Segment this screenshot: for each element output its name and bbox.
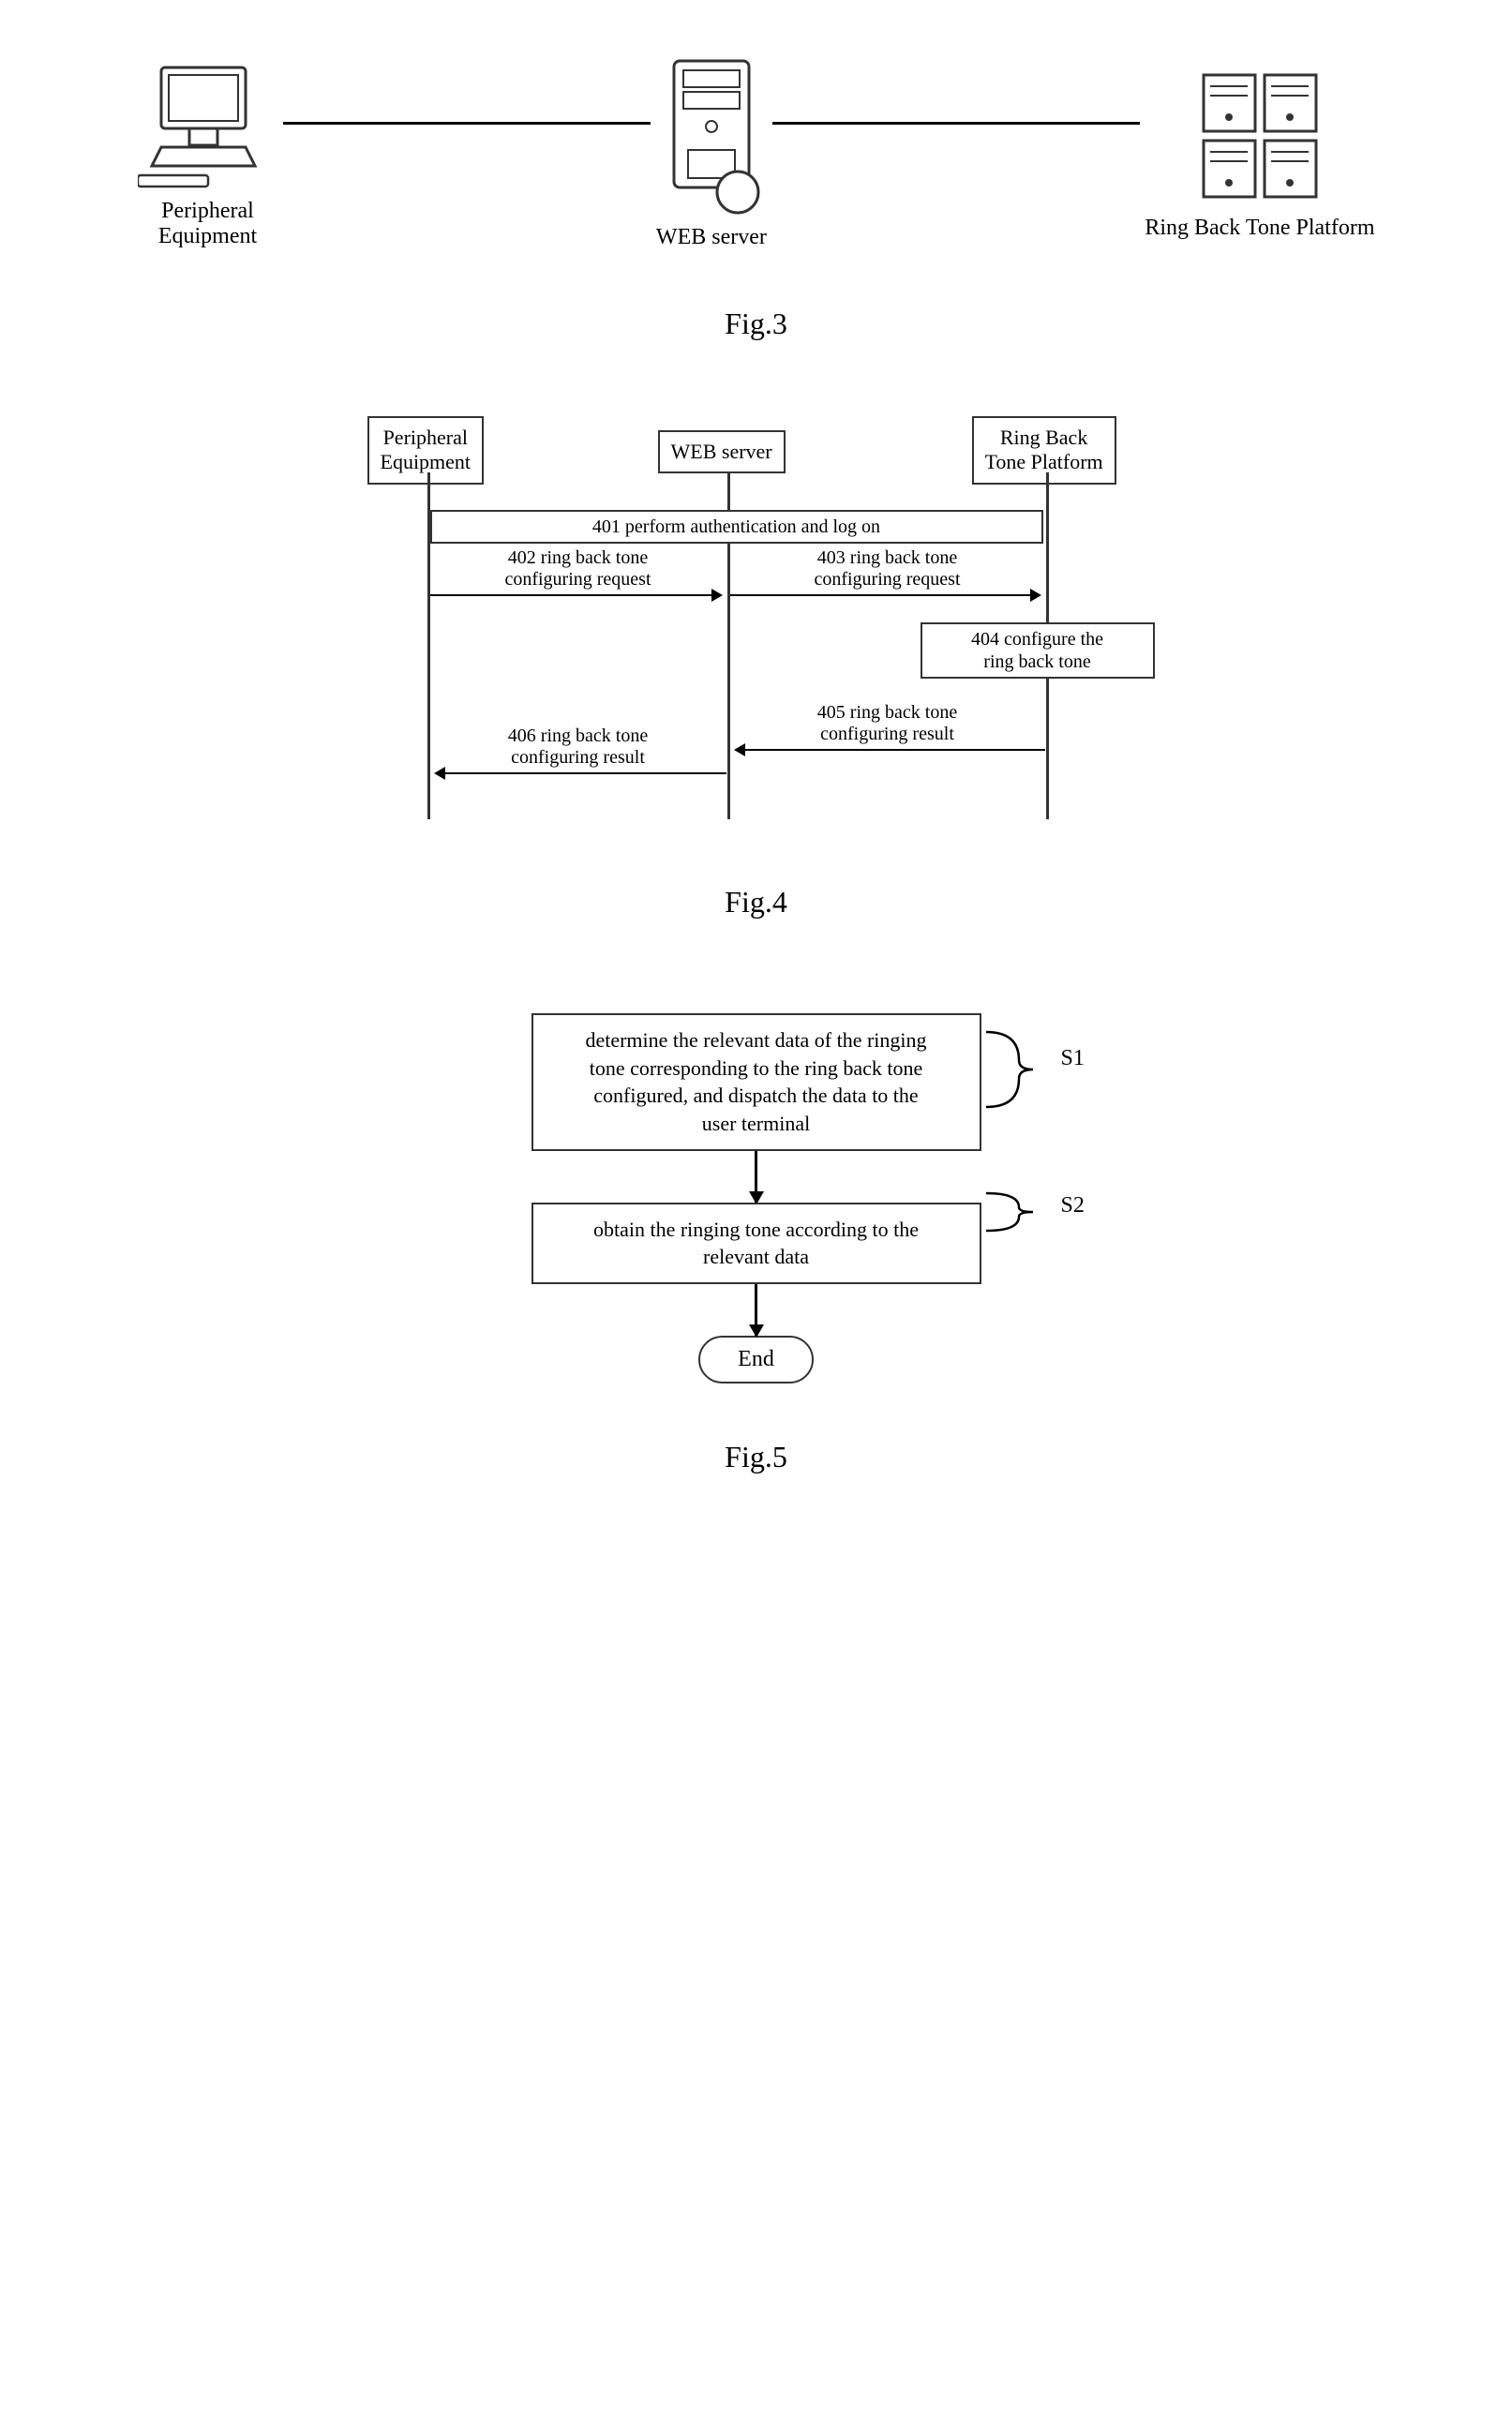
fig4-participant-pe: PeripheralEquipment	[367, 416, 485, 485]
computer-icon	[138, 58, 278, 189]
fig3-node-pc: PeripheralEquipment	[138, 58, 278, 249]
fig3-caption: Fig.3	[100, 307, 1413, 341]
fig4-diagram: PeripheralEquipment WEB server Ring Back…	[335, 416, 1178, 847]
fig3-node-rbt: Ring Back Tone Platform	[1145, 66, 1374, 241]
fig3-container: PeripheralEquipment WEB server	[100, 37, 1413, 341]
fig5-terminal-end: End	[698, 1336, 814, 1384]
fig4-msg-406-text: 406 ring back toneconfiguring result	[438, 725, 719, 769]
fig4-msg-403-text: 403 ring back toneconfiguring request	[738, 547, 1038, 591]
fig5-step-2-row: obtain the ringing tone according to the…	[531, 1203, 981, 1284]
server-icon	[655, 56, 768, 216]
fig3-node-web: WEB server	[655, 56, 768, 250]
fig4-msg-402-text: 402 ring back toneconfiguring request	[438, 547, 719, 591]
fig3-web-label: WEB server	[656, 225, 767, 250]
fig5-diagram: determine the relevant data of the ringi…	[100, 995, 1413, 1402]
fig4-participant-rp: Ring BackTone Platform	[972, 416, 1116, 485]
fig5-tag-s2: S2	[1061, 1193, 1085, 1219]
fig3-pc-label: PeripheralEquipment	[158, 199, 257, 249]
fig3-diagram: PeripheralEquipment WEB server	[100, 37, 1413, 269]
fig4-msg-406-arrow	[436, 772, 726, 774]
fig4-msg-404: 404 configure thering back tone	[921, 622, 1155, 679]
fig5-step-s1-box: determine the relevant data of the ringi…	[531, 1013, 981, 1151]
fig4-msg-405-arrow	[736, 749, 1045, 751]
fig5-arrow-2	[755, 1284, 757, 1336]
fig4-msg-405-text: 405 ring back toneconfiguring result	[738, 702, 1038, 745]
server-rack-icon	[1190, 66, 1330, 206]
fig3-rbt-label: Ring Back Tone Platform	[1145, 216, 1374, 241]
fig4-container: PeripheralEquipment WEB server Ring Back…	[100, 416, 1413, 920]
fig5-arrow-1	[755, 1151, 757, 1203]
fig5-tag-s1: S1	[1061, 1046, 1085, 1071]
fig3-edge-2	[772, 122, 1140, 125]
fig3-edge-1	[283, 122, 651, 125]
fig5-step-s2-box: obtain the ringing tone according to the…	[531, 1203, 981, 1284]
fig4-participant-ws: WEB server	[658, 430, 786, 473]
fig5-step-1-row: determine the relevant data of the ringi…	[531, 1013, 981, 1151]
fig4-caption: Fig.4	[100, 885, 1413, 920]
fig4-msg-402-arrow	[430, 594, 721, 596]
fig4-msg-403-arrow	[730, 594, 1040, 596]
fig5-caption: Fig.5	[100, 1440, 1413, 1474]
fig5-container: determine the relevant data of the ringi…	[100, 995, 1413, 1474]
fig4-msg-401: 401 perform authentication and log on	[430, 510, 1043, 544]
